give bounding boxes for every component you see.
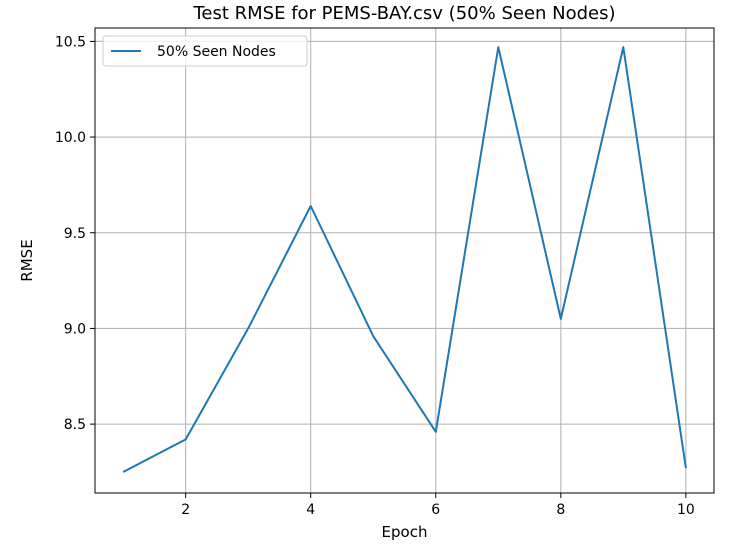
- x-axis-label: Epoch: [382, 523, 428, 541]
- y-tick-label: 9.5: [64, 226, 86, 242]
- legend-label: 50% Seen Nodes: [157, 44, 276, 60]
- plot-area: [94, 27, 715, 494]
- legend: 50% Seen Nodes: [102, 35, 308, 67]
- chart-title: Test RMSE for PEMS-BAY.csv (50% Seen Nod…: [192, 3, 615, 24]
- x-axis-ticks: 2 4 6 8 10: [181, 493, 695, 518]
- x-tick-label: 10: [677, 502, 695, 518]
- y-tick-label: 9.0: [64, 321, 86, 337]
- y-tick-label: 10.0: [55, 130, 86, 146]
- y-axis-ticks: 8.5 9.0 9.5 10.0 10.5: [55, 34, 95, 433]
- x-tick-label: 8: [556, 502, 565, 518]
- x-tick-label: 6: [431, 502, 440, 518]
- x-tick-label: 2: [181, 502, 190, 518]
- series-line: [122, 46, 687, 473]
- x-tick-label: 4: [306, 502, 315, 518]
- legend-box: [102, 35, 308, 67]
- y-tick-label: 10.5: [55, 34, 86, 50]
- grid-lines: [95, 28, 714, 493]
- y-axis-label: RMSE: [18, 239, 36, 281]
- y-tick-label: 8.5: [64, 417, 86, 433]
- series-layer: [122, 46, 687, 473]
